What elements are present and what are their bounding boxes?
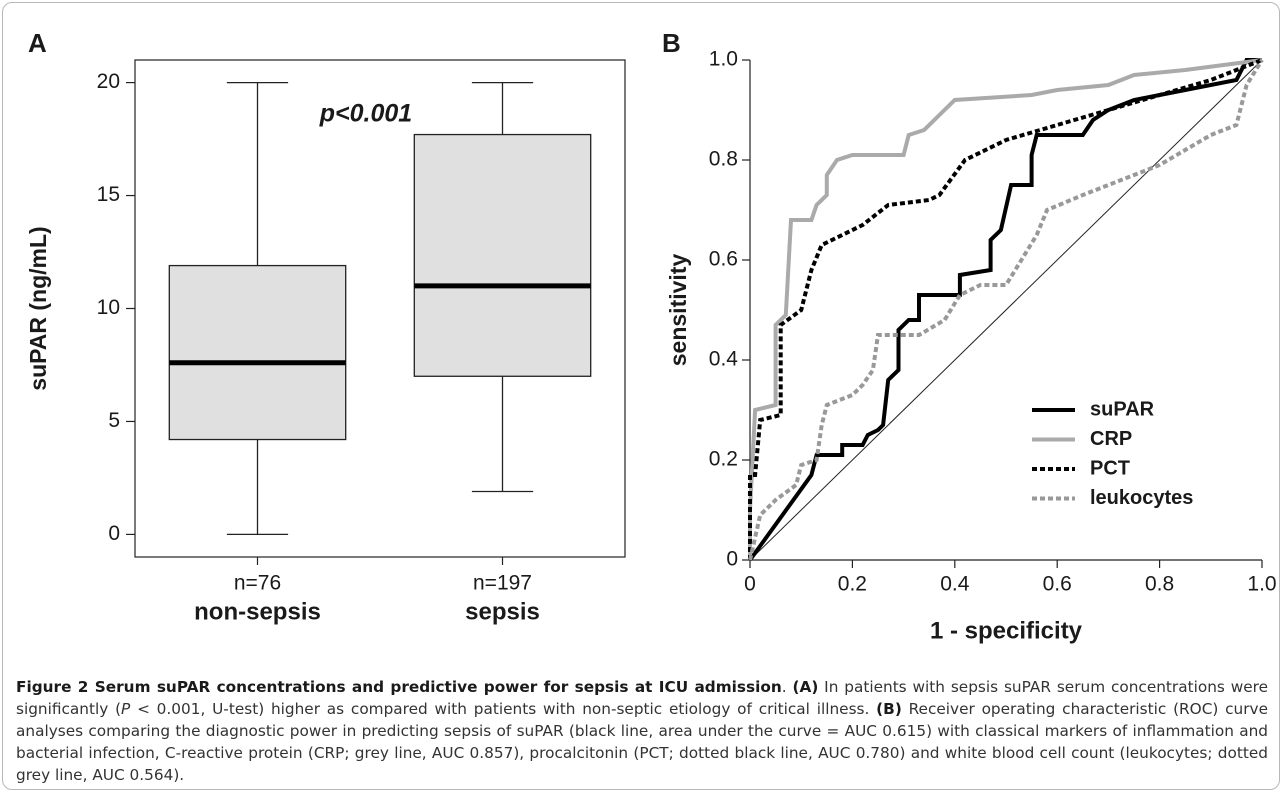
legend-label: PCT bbox=[1090, 457, 1130, 479]
y-tick-label: 5 bbox=[108, 409, 120, 432]
sample-size: n=197 bbox=[473, 572, 532, 595]
legend-label: CRP bbox=[1090, 428, 1132, 450]
panel-label: B bbox=[662, 28, 681, 58]
caption-text: . bbox=[781, 678, 793, 696]
caption-text: Figure 2 Serum suPAR concentrations and … bbox=[16, 678, 782, 696]
box bbox=[413, 133, 592, 377]
y-tick-label: 0.2 bbox=[709, 448, 738, 471]
y-tick-label: 15 bbox=[97, 183, 120, 206]
caption: Figure 2 Serum suPAR concentrations and … bbox=[16, 676, 1268, 786]
y-tick-label: 0 bbox=[726, 548, 738, 571]
x-tick-label: 0 bbox=[744, 573, 756, 596]
reference-diagonal bbox=[749, 59, 1263, 561]
roc-curve bbox=[748, 58, 1264, 561]
box bbox=[168, 264, 347, 441]
legend-label: leukocytes bbox=[1090, 487, 1193, 509]
y-tick-label: 0.8 bbox=[709, 148, 738, 171]
y-tick-label: 0.6 bbox=[709, 248, 738, 271]
y-tick-label: 10 bbox=[97, 296, 120, 319]
y-tick-label: 20 bbox=[97, 70, 120, 93]
x-tick-label: 0.6 bbox=[1043, 573, 1072, 596]
x-tick-label: 1.0 bbox=[1247, 573, 1276, 596]
caption-text: < 0.001, U-test) higher as compared with… bbox=[130, 700, 877, 718]
x-tick-label: 0.8 bbox=[1145, 573, 1174, 596]
caption-text: In patients with sepsis suPAR serum conc… bbox=[16, 678, 1269, 718]
sample-size: n=76 bbox=[234, 572, 281, 595]
caption-text: P bbox=[121, 700, 131, 718]
roc-curve bbox=[748, 58, 1263, 560]
figure: A 0 5 10 15 20 suPAR (ng/mL) p<0.001 n=76 non-sep… bbox=[25, 28, 1277, 644]
caption-text: (B) bbox=[876, 700, 902, 718]
legend-label: suPAR bbox=[1090, 398, 1155, 420]
y-axis-label: sensitivity bbox=[665, 254, 691, 367]
annotation: p<0.001 bbox=[319, 100, 412, 128]
y-axis-label: suPAR (ng/mL) bbox=[25, 226, 51, 390]
x-tick-label: non-sepsis bbox=[194, 598, 321, 625]
roc-curve bbox=[748, 58, 1262, 562]
y-tick-label: 0 bbox=[108, 522, 120, 545]
roc-curve bbox=[748, 58, 1263, 560]
x-tick-label: 0.2 bbox=[838, 573, 867, 596]
caption-text: (A) bbox=[792, 678, 819, 696]
y-tick-label: 0.4 bbox=[709, 348, 739, 371]
x-tick-label: 0.4 bbox=[940, 573, 970, 596]
x-axis-label: 1 - specificity bbox=[930, 617, 1083, 644]
x-tick-label: sepsis bbox=[465, 598, 540, 625]
y-tick-label: 1.0 bbox=[709, 48, 738, 71]
panel-label: A bbox=[28, 28, 47, 58]
caption-text: Receiver operating characteristic (ROC) … bbox=[16, 700, 1268, 784]
